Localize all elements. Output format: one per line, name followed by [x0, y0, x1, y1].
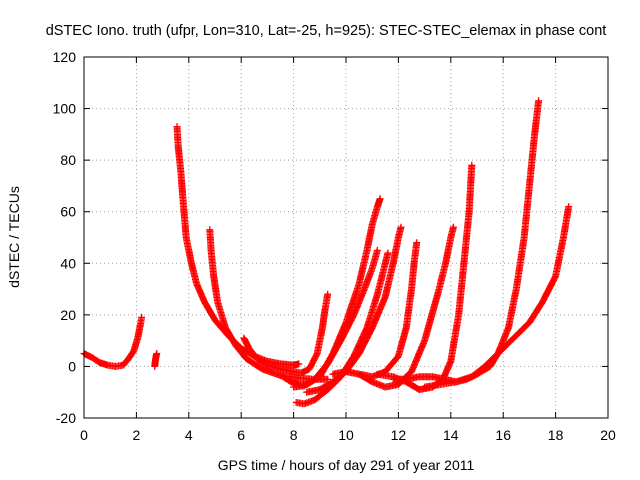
- data-markers: [206, 226, 332, 383]
- y-tick-label: -20: [56, 410, 76, 426]
- x-tick-label: 10: [338, 427, 354, 443]
- series-arc-5: [240, 290, 332, 377]
- y-tick-label: 20: [60, 307, 76, 323]
- series-arc-14: [421, 203, 573, 391]
- series-arc-2: [151, 350, 161, 370]
- data-series: [80, 97, 573, 408]
- x-axis-label: GPS time / hours of day 291 of year 2011: [218, 457, 475, 473]
- chart-title: dSTEC Iono. truth (ufpr, Lon=310, Lat=-2…: [46, 23, 607, 39]
- x-tick-label: 2: [133, 427, 141, 443]
- y-tick-label: 100: [53, 101, 77, 117]
- data-markers: [240, 290, 332, 377]
- data-markers: [421, 203, 573, 391]
- y-tick-label: 40: [60, 255, 76, 271]
- y-tick-label: 80: [60, 152, 76, 168]
- x-tick-label: 12: [391, 427, 407, 443]
- data-markers: [151, 350, 161, 370]
- x-tick-label: 18: [548, 427, 564, 443]
- series-arc-1: [80, 313, 146, 370]
- x-tick-label: 4: [185, 427, 193, 443]
- y-tick-label: 0: [68, 358, 76, 374]
- x-tick-label: 0: [80, 427, 88, 443]
- x-tick-label: 8: [290, 427, 298, 443]
- y-tick-label: 120: [53, 49, 77, 65]
- y-axis-label: dSTEC / TECUs: [6, 186, 22, 288]
- series-arc-4: [206, 226, 332, 383]
- data-markers: [290, 246, 381, 391]
- x-tick-label: 16: [495, 427, 511, 443]
- x-tick-label: 14: [443, 427, 459, 443]
- y-tick-label: 60: [60, 204, 76, 220]
- series-arc-7: [290, 246, 381, 391]
- plot-frame: [83, 56, 609, 419]
- series-arc-11: [355, 239, 421, 381]
- x-tick-label: 20: [600, 427, 616, 443]
- data-markers: [355, 239, 421, 381]
- data-markers: [80, 313, 146, 370]
- x-tick-label: 6: [237, 427, 245, 443]
